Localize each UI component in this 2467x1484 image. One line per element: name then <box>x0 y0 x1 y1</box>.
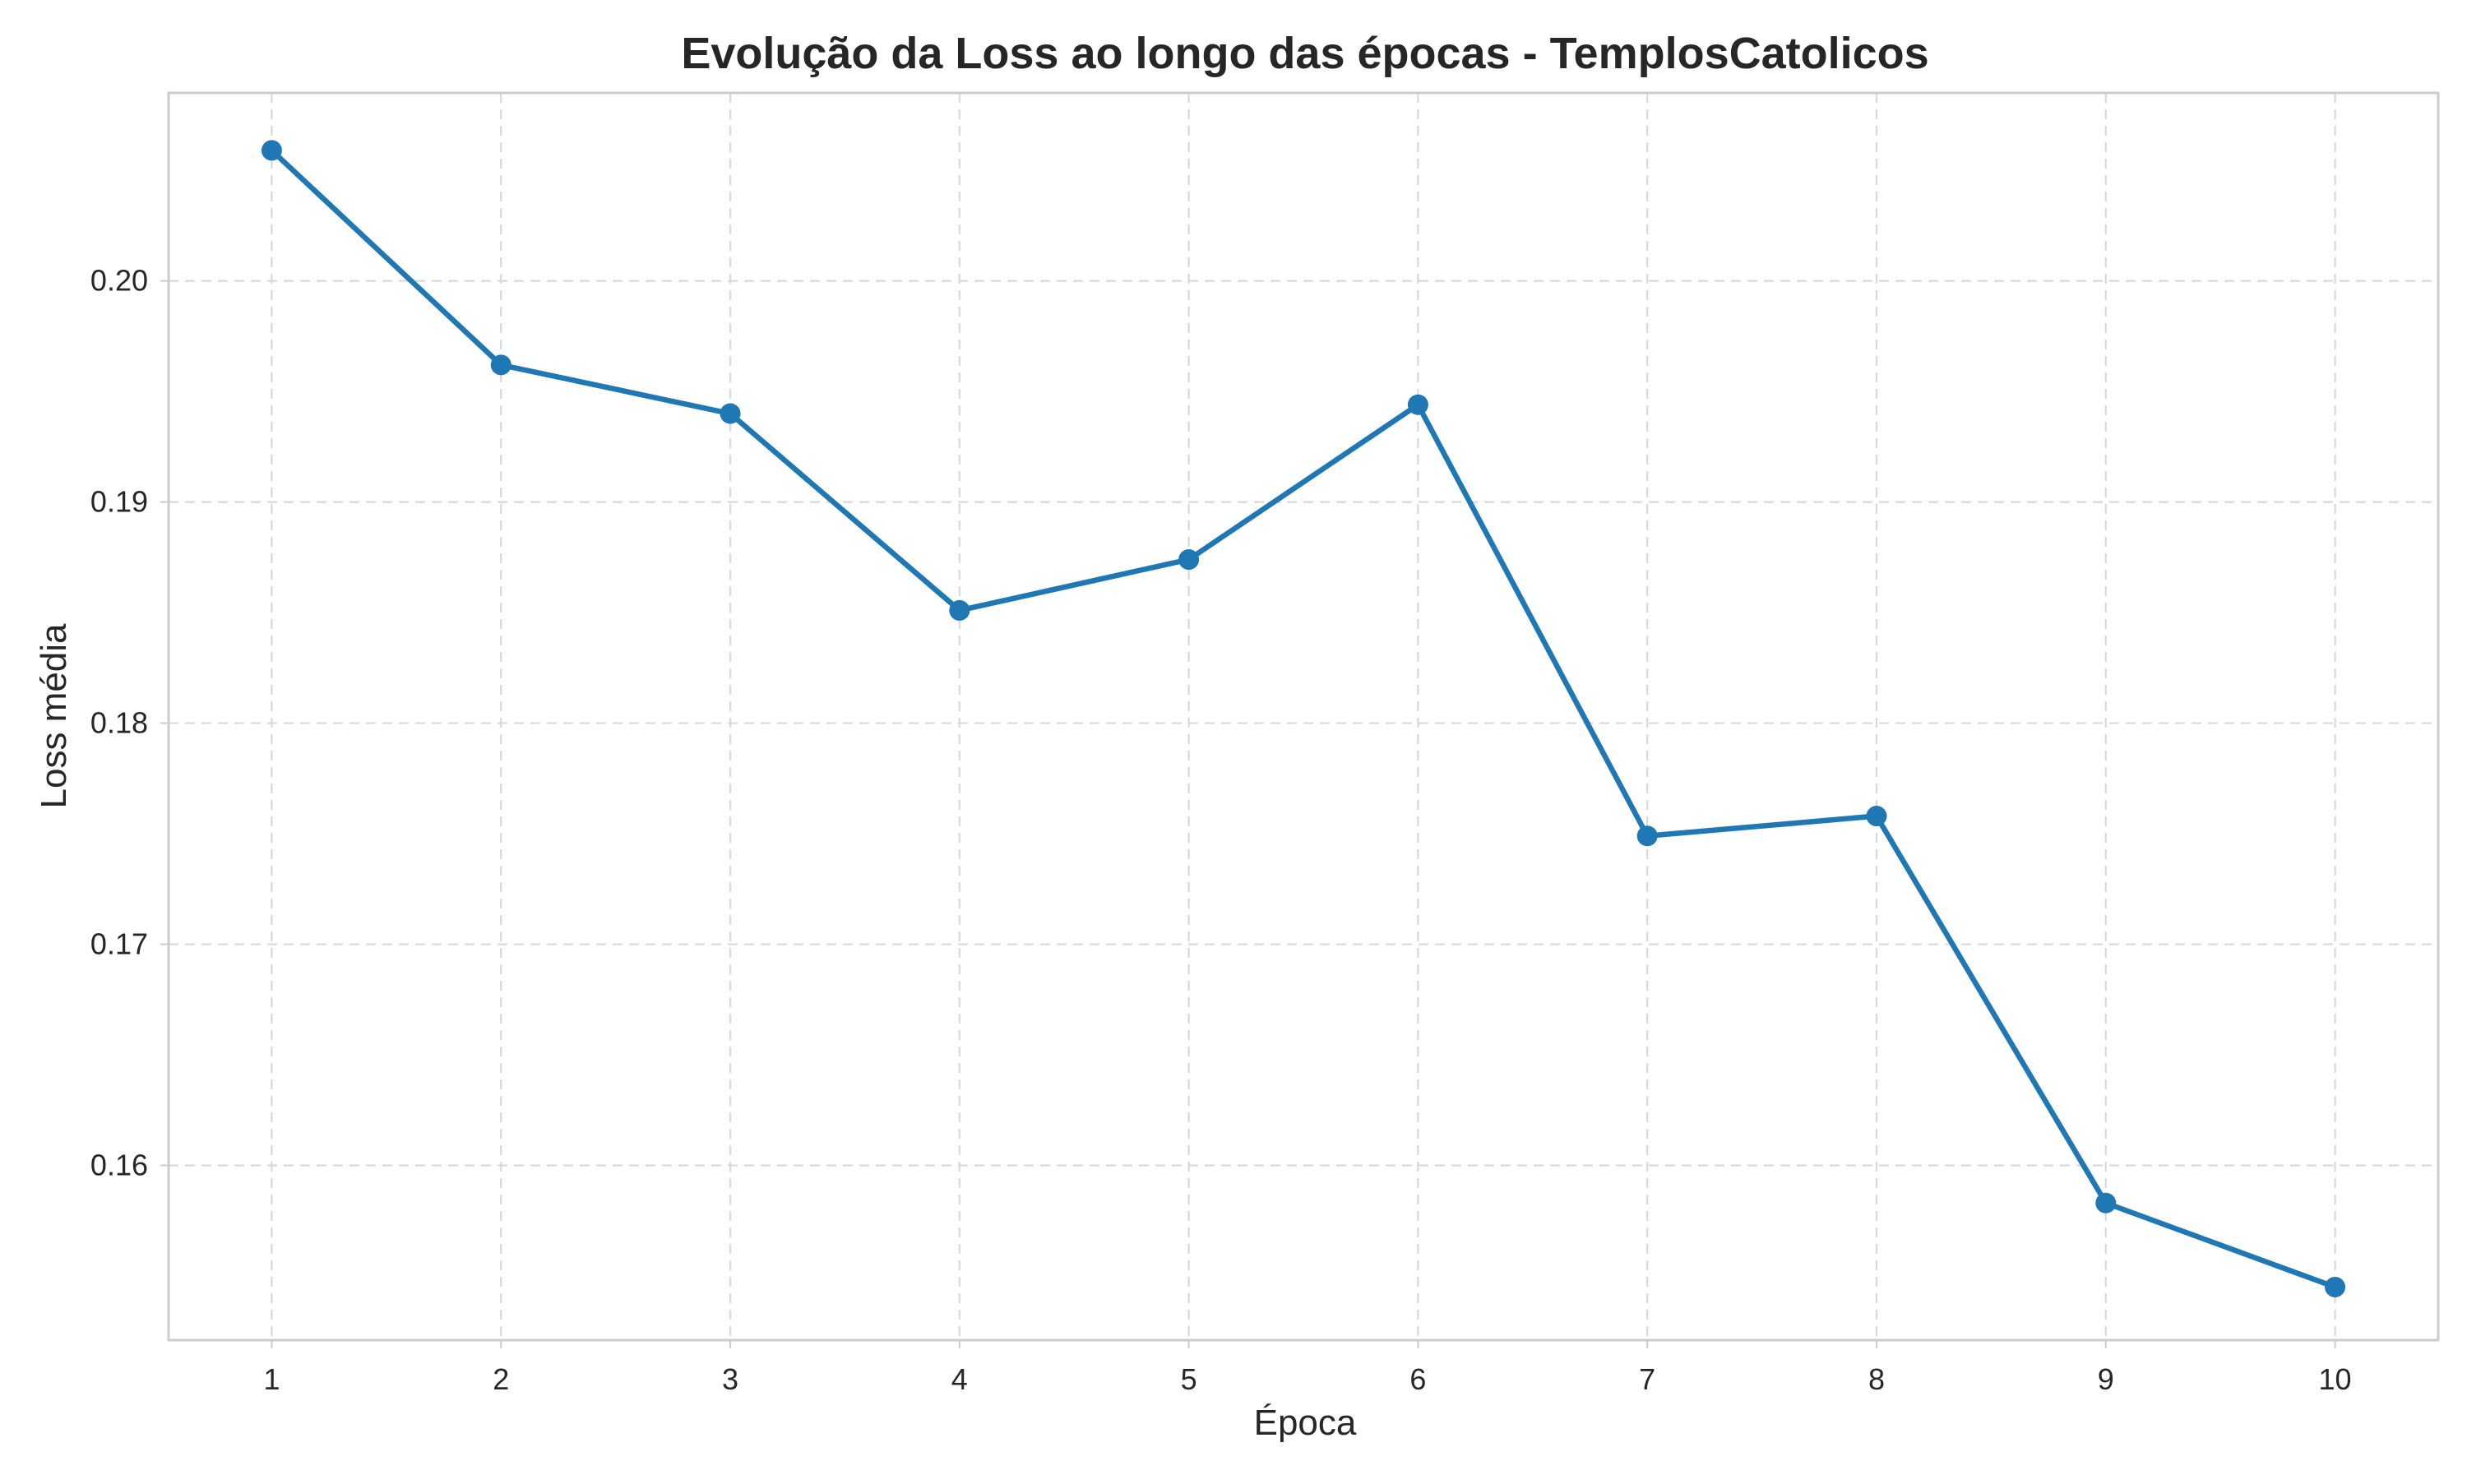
data-point <box>1866 806 1887 827</box>
x-tick-label: 3 <box>722 1362 738 1396</box>
data-point <box>490 354 511 376</box>
chart-title: Evolução da Loss ao longo das épocas - T… <box>681 29 1928 78</box>
data-point <box>720 403 741 424</box>
data-point <box>2095 1192 2117 1214</box>
y-tick-label: 0.20 <box>90 264 148 298</box>
data-point <box>2325 1276 2346 1297</box>
x-tick-label: 2 <box>493 1362 509 1396</box>
grid <box>169 93 2438 1340</box>
plot-frame <box>167 91 2440 1342</box>
series-group <box>261 140 2346 1297</box>
x-tick-label: 4 <box>951 1362 968 1396</box>
y-tick-label: 0.16 <box>90 1149 148 1182</box>
data-point <box>1178 549 1200 571</box>
data-point <box>261 140 282 161</box>
x-tick-label: 8 <box>1868 1362 1885 1396</box>
x-tick-label: 7 <box>1639 1362 1655 1396</box>
y-tick-label: 0.18 <box>90 706 148 740</box>
x-tick-label: 1 <box>263 1362 280 1396</box>
data-point <box>1407 394 1428 415</box>
series-line <box>269 147 2338 1290</box>
x-tick-label: 9 <box>2098 1362 2114 1396</box>
x-tick-label: 10 <box>2319 1362 2352 1396</box>
y-tick-label: 0.17 <box>90 927 148 961</box>
data-point <box>949 599 970 621</box>
x-tick-label: 6 <box>1409 1362 1426 1396</box>
x-axis-label: Época <box>1254 1403 1357 1443</box>
y-tick-label: 0.19 <box>90 485 148 519</box>
y-axis-label: Loss média <box>34 623 74 809</box>
data-point <box>1636 825 1658 847</box>
axis-ticks: 1 2 3 4 5 6 7 8 9 10 0.16 0.17 0.18 0.19 0.20 <box>90 264 2352 1396</box>
x-tick-label: 5 <box>1181 1362 1197 1396</box>
